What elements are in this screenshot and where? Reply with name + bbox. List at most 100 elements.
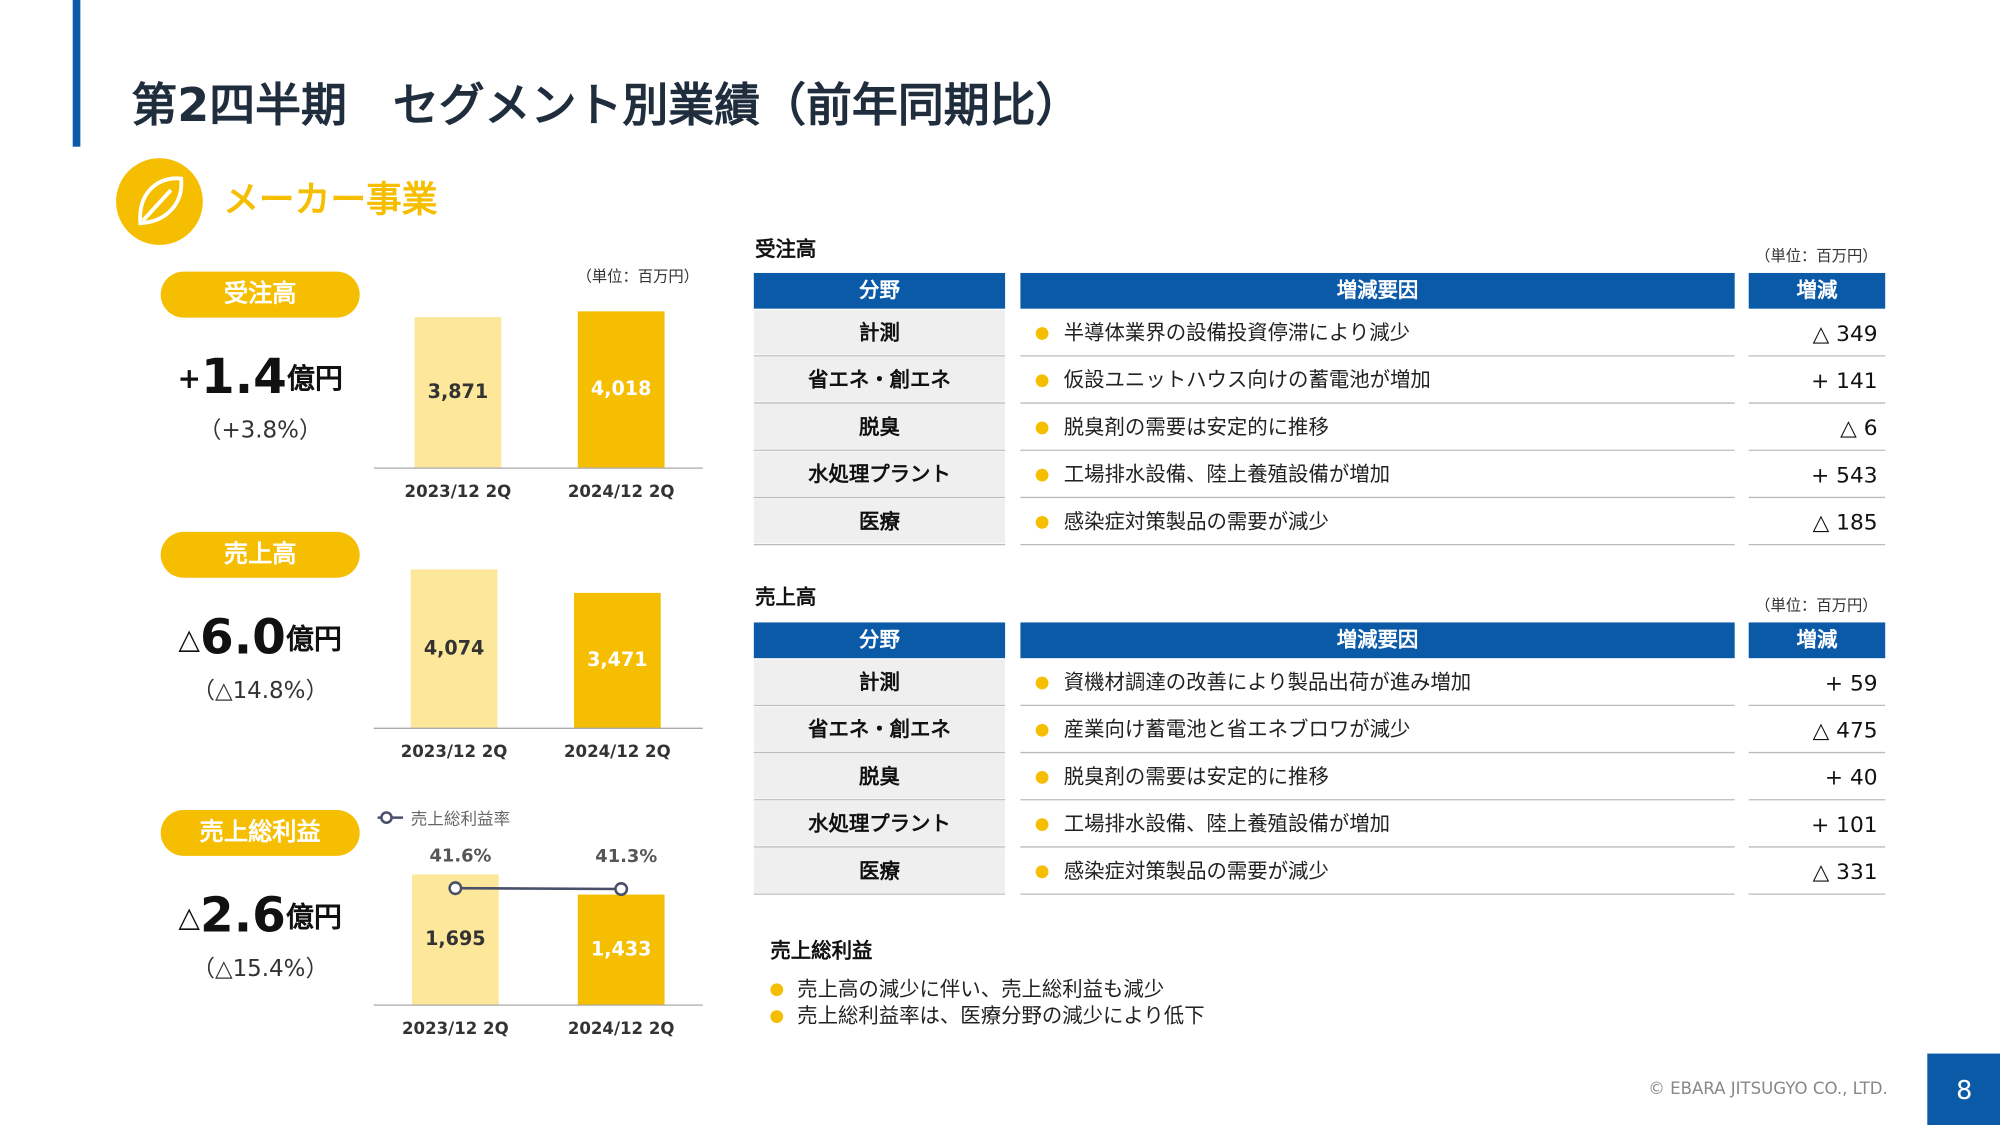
field-cell [753, 451, 1006, 497]
change-text: + 141 [1811, 369, 1877, 394]
bullet [1035, 818, 1049, 831]
field-cell [753, 404, 1006, 449]
change-text: + 59 [1825, 671, 1878, 696]
bullet [1035, 723, 1049, 737]
change-sign: + [177, 362, 201, 395]
reason-text: 半導体業界の設備投資停滞により減少 [1064, 321, 1410, 345]
bar [410, 569, 498, 729]
header-text: 増減要因 [1337, 278, 1419, 302]
bullet [1035, 374, 1049, 388]
change-unit: 億円 [286, 622, 342, 655]
change-amount: 1.4 [201, 349, 287, 405]
bar-value-label: 3,871 [428, 380, 489, 403]
reason-text: 資機材調達の改善により製品出荷が進み増加 [1064, 670, 1471, 694]
field-text: 省エネ・創エネ [807, 717, 951, 741]
field-text: 省エネ・創エネ [807, 368, 951, 392]
change-text: △ 185 [1813, 511, 1878, 536]
bar-value-label: 4,018 [591, 377, 652, 400]
summary-change: +1.4億円 [177, 349, 342, 405]
accent-bar [72, 0, 81, 147]
header-cell [1748, 272, 1886, 309]
label-pill [160, 271, 360, 318]
bar [411, 874, 499, 1006]
summary-pct: （△15.4%） [192, 956, 328, 982]
legend-label: 売上総利益率 [411, 810, 510, 829]
header-text: 増減 [1797, 627, 1838, 651]
bullet [1035, 515, 1049, 529]
x-tick-label: 2023/12 2Q [402, 1019, 509, 1038]
table-title: 受注高 [755, 237, 816, 261]
reason-text: 脱臭剤の需要は安定的に推移 [1064, 764, 1329, 788]
change-amount: 2.6 [200, 887, 286, 943]
rate-label: 41.3% [595, 846, 657, 867]
reason-text: 工場排水設備、陸上養殖設備が増加 [1064, 812, 1390, 836]
field-cell [753, 659, 1006, 705]
note-text: 売上高の減少に伴い、売上総利益も減少 [797, 977, 1164, 1001]
summary-label: 売上高 [224, 540, 297, 568]
reason-text: 感染症対策製品の需要が減少 [1064, 509, 1329, 533]
x-tick-label: 2024/12 2Q [564, 742, 671, 761]
bar [577, 311, 665, 469]
x-tick-label: 2023/12 2Q [405, 482, 512, 501]
unit-label: （単位：百万円） [577, 267, 699, 285]
title: 第2四半期 セグメント別業績（前年同期比） [131, 78, 1081, 132]
field-cell [753, 357, 1006, 402]
change-text: + 101 [1811, 813, 1877, 838]
x-tick-label: 2024/12 2Q [568, 1019, 675, 1038]
section-title: メーカー事業 [223, 180, 438, 221]
header-text: 分野 [859, 627, 900, 651]
header-text: 増減 [1797, 278, 1838, 302]
change-text: △ 349 [1813, 322, 1878, 347]
unit-label: （単位：百万円） [1755, 247, 1877, 265]
reason-text: 産業向け蓄電池と省エネブロワが減少 [1064, 717, 1411, 741]
header-text: 分野 [859, 278, 900, 302]
page-number-box [1927, 1053, 2000, 1125]
change-text: △ 331 [1813, 860, 1878, 885]
bullet [1035, 421, 1049, 435]
field-text: 水処理プラント [808, 812, 951, 836]
change-text: + 543 [1811, 463, 1877, 488]
change-unit: 億円 [286, 900, 342, 933]
field-text: 医療 [859, 509, 900, 533]
change-text: △ 475 [1813, 719, 1878, 744]
header-cell [753, 622, 1006, 659]
header-cell [1020, 622, 1735, 659]
rate-point [614, 882, 629, 897]
bar-value-label: 1,695 [425, 927, 486, 950]
reason-text: 脱臭剤の需要は安定的に推移 [1064, 415, 1329, 439]
bar [577, 894, 665, 1006]
summary-label: 受注高 [224, 280, 297, 308]
header-cell [1020, 272, 1735, 309]
header-cell [1748, 622, 1886, 659]
summary-pct: （△14.8%） [192, 678, 328, 704]
unit-label: （単位：百万円） [1755, 596, 1877, 614]
field-cell [753, 753, 1006, 799]
header-cell [753, 272, 1006, 309]
header-text: 増減要因 [1337, 627, 1419, 651]
bullet [1035, 771, 1049, 784]
bullet [1035, 865, 1049, 879]
field-text: 水処理プラント [808, 462, 951, 486]
bullet [770, 983, 784, 997]
bar-value-label: 4,074 [424, 636, 485, 659]
field-text: 脱臭 [859, 415, 900, 439]
leaf-icon [138, 176, 184, 226]
page-number: 8 [1956, 1076, 1972, 1106]
legend-marker [380, 811, 393, 824]
field-text: 脱臭 [859, 764, 900, 788]
notes-title: 売上総利益 [770, 939, 872, 963]
change-sign: △ [178, 900, 200, 933]
table-title: 売上高 [755, 585, 816, 609]
bar [573, 592, 661, 729]
bullet [770, 1010, 784, 1023]
x-tick-label: 2024/12 2Q [568, 482, 675, 501]
change-sign: △ [178, 622, 200, 655]
reason-text: 感染症対策製品の需要が減少 [1064, 859, 1329, 883]
note-text: 売上総利益率は、医療分野の減少により低下 [797, 1004, 1204, 1028]
rate-point [448, 881, 463, 896]
field-cell [753, 801, 1006, 846]
rate-line [455, 886, 622, 891]
bullet [1035, 676, 1049, 690]
